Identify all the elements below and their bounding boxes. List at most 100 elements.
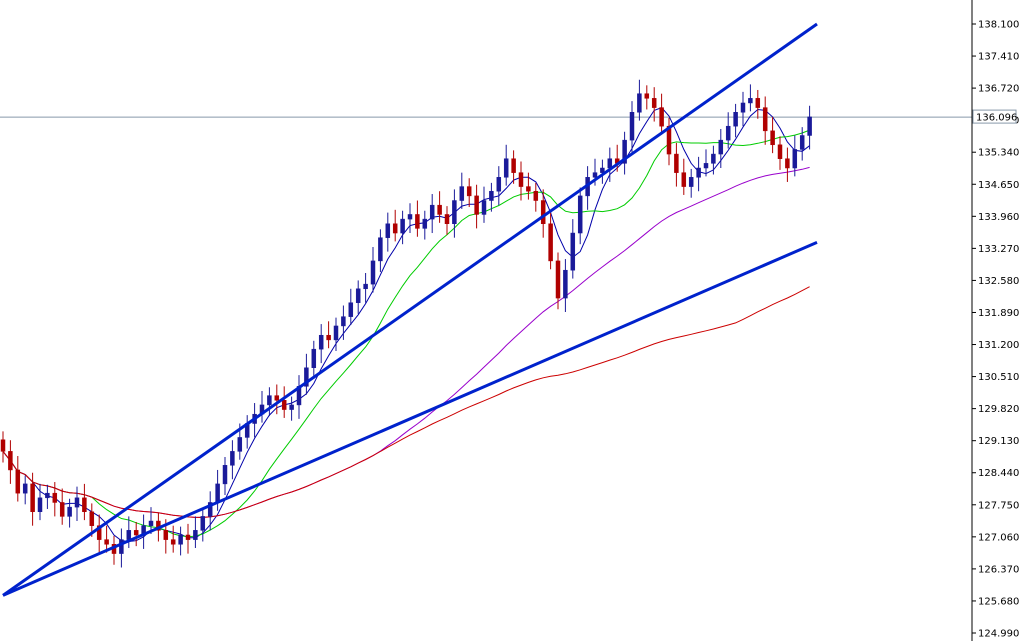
moving-average-100 <box>2 286 810 518</box>
y-tick-label: 136.720 <box>978 84 1019 95</box>
candle-body <box>59 502 65 517</box>
candle-body <box>785 158 790 169</box>
candle-body <box>503 158 509 178</box>
candle-body <box>37 497 43 513</box>
candle-body <box>363 283 368 290</box>
candle-body <box>289 404 294 410</box>
y-tick-label: 138.100 <box>978 20 1019 31</box>
candle-body <box>163 530 169 540</box>
candle-body <box>200 516 206 531</box>
y-tick-label: 125.680 <box>978 596 1019 607</box>
y-tick-label: 127.060 <box>978 532 1019 543</box>
candle-body <box>792 149 798 169</box>
trendline-1 <box>2 22 818 597</box>
candle-body <box>267 395 272 406</box>
candle-body <box>637 93 642 113</box>
candle-body <box>496 177 502 192</box>
candle-body <box>489 190 494 201</box>
candle-body <box>725 125 731 141</box>
y-tick-label: 127.750 <box>978 500 1019 511</box>
candle-body <box>378 237 383 262</box>
candle-body <box>348 302 354 317</box>
candle-body <box>230 451 235 466</box>
candle-body <box>400 218 405 234</box>
candle-body <box>607 158 613 169</box>
candle-body <box>341 316 346 327</box>
moving-average-13 <box>2 129 810 538</box>
candle-body <box>444 214 450 224</box>
y-tick-label: 135.340 <box>978 148 1019 159</box>
candle-body <box>688 177 694 187</box>
candle-body <box>577 195 583 234</box>
candle-body <box>518 172 524 187</box>
candle-body <box>533 190 539 201</box>
candle-body <box>755 98 761 108</box>
candle-body <box>8 451 13 471</box>
candle-body <box>15 469 21 494</box>
candle-body <box>570 232 576 271</box>
candle-body <box>326 334 331 341</box>
candle-body <box>540 200 546 224</box>
candle-body <box>629 112 635 141</box>
candle-body <box>104 539 109 545</box>
y-tick-label: 129.130 <box>978 436 1019 447</box>
y-tick-label: 129.820 <box>978 404 1019 415</box>
candle-body <box>555 260 561 299</box>
candle-body <box>22 483 28 494</box>
y-tick-label: 132.580 <box>978 276 1019 287</box>
candle-body <box>807 116 812 136</box>
candle-body <box>30 483 35 513</box>
candle-body <box>207 502 213 517</box>
candle-body <box>711 153 716 164</box>
candle-body <box>703 163 709 169</box>
candle-body <box>422 218 428 229</box>
candle-body <box>304 367 309 387</box>
candle-body <box>311 348 317 369</box>
moving-average-5 <box>2 107 810 543</box>
candle-body <box>52 492 58 503</box>
y-tick-label: 128.440 <box>978 468 1019 479</box>
candle-body <box>185 534 191 540</box>
candle-body <box>563 269 568 299</box>
candle-body <box>748 98 753 104</box>
candle-body <box>126 530 132 540</box>
y-tick-label: 124.990 <box>978 629 1019 640</box>
candle-body <box>740 102 746 113</box>
candle-body <box>333 325 339 341</box>
candle-body <box>481 200 487 215</box>
candle-body <box>696 167 701 178</box>
candle-body <box>274 395 280 401</box>
moving-average-50 <box>2 166 810 518</box>
candle-body <box>318 334 324 350</box>
candle-body <box>600 167 605 173</box>
candle-body <box>459 186 465 201</box>
candle-body <box>392 223 398 234</box>
candle-body <box>733 112 738 127</box>
candle-body <box>799 135 805 150</box>
candle-body <box>67 506 72 517</box>
plot-area <box>0 22 972 597</box>
candle-body <box>178 534 183 545</box>
candle-body <box>148 520 154 526</box>
candle-body <box>511 158 516 173</box>
candle-body <box>548 223 553 262</box>
candle-body <box>222 465 228 485</box>
candle-body <box>170 539 176 545</box>
candle-body <box>718 139 724 155</box>
candle-body <box>622 139 627 164</box>
candle-body <box>651 98 657 108</box>
candle-body <box>215 483 220 503</box>
candle-body <box>674 153 679 173</box>
candle-body <box>681 172 687 187</box>
candle-body <box>96 525 102 540</box>
candle-body <box>466 186 472 197</box>
y-tick-label: 130.510 <box>978 372 1019 383</box>
candle-body <box>770 130 775 146</box>
candle-body <box>45 492 50 499</box>
current-price-label: 136.096 <box>976 113 1017 124</box>
y-tick-label: 131.200 <box>978 340 1019 351</box>
candle-body <box>133 530 139 536</box>
candle-body <box>415 214 420 229</box>
